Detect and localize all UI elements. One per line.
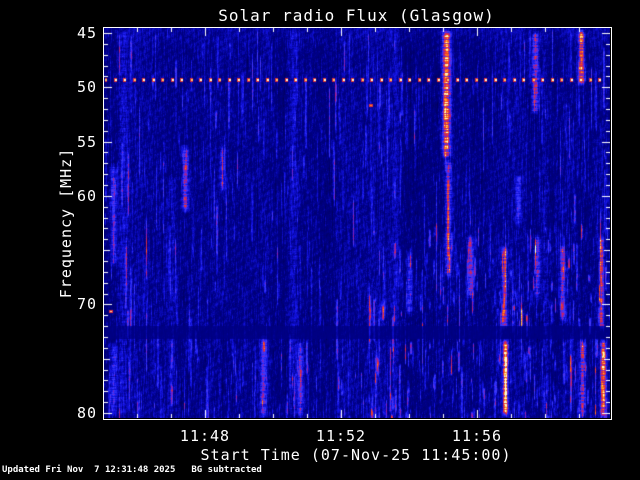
y-tick-label: 45: [76, 23, 97, 42]
y-tick-label: 80: [76, 403, 97, 422]
x-tick-label: 11:48: [179, 427, 231, 445]
y-tick-label: 55: [76, 132, 97, 151]
page-title: Solar radio Flux (Glasgow): [218, 6, 495, 25]
x-axis-title: Start Time (07-Nov-25 11:45:00): [200, 446, 512, 464]
status-bar: Updated Fri Nov 7 12:31:48 2025 BG subtr…: [2, 465, 262, 475]
y-tick-label: 70: [76, 295, 97, 314]
bg-subtracted-note: BG subtracted: [191, 465, 262, 475]
plot-frame: [103, 27, 612, 420]
y-tick-label: 60: [76, 186, 97, 205]
y-axis-title: Frequency [MHz]: [57, 147, 75, 299]
y-tick-label: 50: [76, 78, 97, 97]
spectrogram-canvas: [104, 28, 610, 418]
updated-timestamp: Updated Fri Nov 7 12:31:48 2025: [2, 465, 176, 475]
x-tick-label: 11:52: [315, 427, 367, 445]
x-tick-label: 11:56: [451, 427, 503, 445]
